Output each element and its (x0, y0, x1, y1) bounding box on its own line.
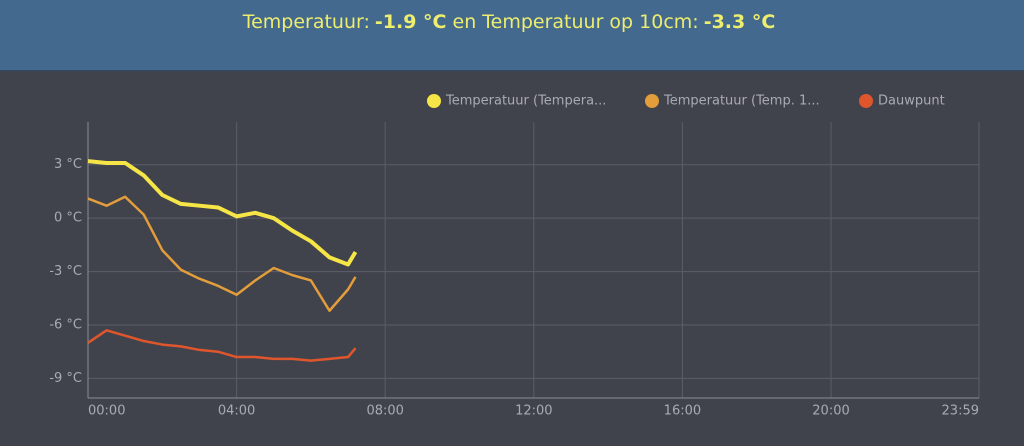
legend-marker[interactable] (427, 94, 441, 108)
legend-label[interactable]: Temperatuur (Tempera... (445, 94, 606, 109)
series-line (87, 195, 357, 312)
header-value: -3.3 °C (703, 11, 776, 33)
header: Temperatuur: -1.9 °C en Temperatuur op 10c… (0, 0, 1024, 71)
series-line (87, 329, 357, 362)
legend-marker[interactable] (859, 94, 873, 108)
header-label: en Temperatuur op 10cm: (452, 11, 699, 33)
y-tick-label: 0 °C (54, 211, 82, 226)
x-tick-label: 20:00 (812, 404, 849, 419)
x-tick-label: 12:00 (515, 404, 552, 419)
x-tick-label: 16:00 (664, 404, 701, 419)
legend-label[interactable]: Temperatuur (Temp. 1... (663, 94, 820, 109)
x-tick-label: 08:00 (366, 404, 403, 419)
legend-marker[interactable] (645, 94, 659, 108)
legend-label[interactable]: Dauwpunt (878, 94, 945, 109)
chart: 3 °C 0 °C -3 °C -6 °C -9 °C 00:00 04:00 08:00 12… (49, 94, 980, 419)
y-tick-label: 3 °C (54, 157, 82, 172)
header-label: Temperatuur: (242, 11, 370, 33)
series-line (87, 159, 358, 267)
x-tick-label: 23:59 (942, 404, 979, 419)
y-tick-label: -3 °C (49, 264, 82, 279)
x-tick-label: 00:00 (88, 404, 125, 419)
header-value: -1.9 °C (374, 11, 447, 33)
y-tick-label: -9 °C (49, 371, 82, 386)
y-tick-label: -6 °C (49, 317, 82, 332)
x-tick-label: 04:00 (218, 404, 255, 419)
